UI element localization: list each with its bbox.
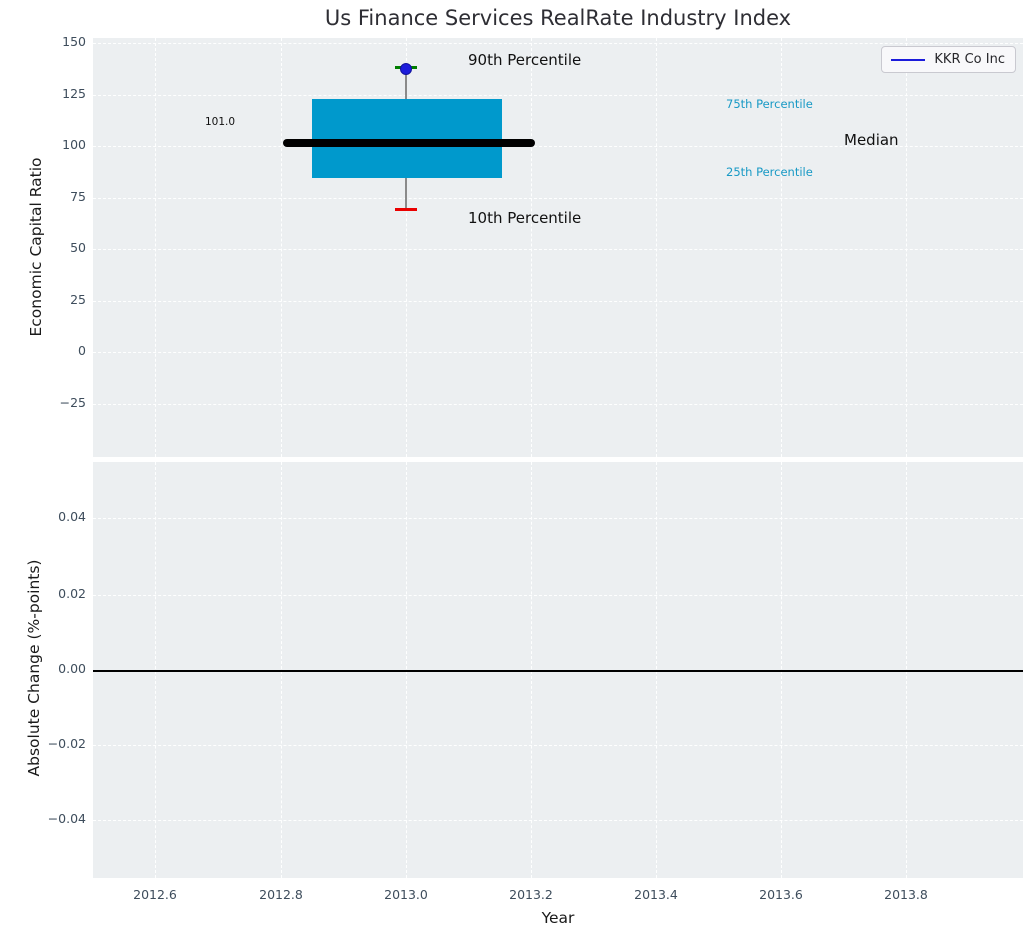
bottom-plot-area xyxy=(93,462,1023,878)
gridline-vertical xyxy=(281,38,282,457)
gridline-horizontal xyxy=(93,146,1023,147)
ytick-0: 0 xyxy=(78,343,86,358)
median-line xyxy=(283,139,535,147)
ytick-25: 25 xyxy=(70,292,86,307)
zero-reference-line xyxy=(93,670,1023,672)
bottom-ylabel: Absolute Change (%-points) xyxy=(25,559,43,777)
gridline-horizontal xyxy=(93,301,1023,302)
xtick-2013.2: 2013.2 xyxy=(509,887,553,902)
gridline-vertical xyxy=(406,38,407,457)
gridline-horizontal xyxy=(93,518,1023,519)
ytick-0.04: 0.04 xyxy=(58,509,86,524)
xtick-2013.6: 2013.6 xyxy=(759,887,803,902)
gridline-horizontal xyxy=(93,95,1023,96)
xtick-2013.4: 2013.4 xyxy=(634,887,678,902)
ytick-neg0.02: −0.02 xyxy=(47,736,86,751)
legend-label: KKR Co Inc xyxy=(934,52,1005,67)
xtick-2013.8: 2013.8 xyxy=(884,887,928,902)
gridline-horizontal xyxy=(93,198,1023,199)
ytick-0.02: 0.02 xyxy=(58,586,86,601)
ytick-150: 150 xyxy=(62,34,86,49)
gridline-vertical xyxy=(656,38,657,457)
xtick-2013.0: 2013.0 xyxy=(384,887,428,902)
chart-title: Us Finance Services RealRate Industry In… xyxy=(324,6,792,30)
annotation-10th-percentile: 10th Percentile xyxy=(468,209,582,227)
xtick-2012.6: 2012.6 xyxy=(133,887,177,902)
ytick-50: 50 xyxy=(70,240,86,255)
gridline-horizontal xyxy=(93,404,1023,405)
gridline-horizontal xyxy=(93,820,1023,821)
top-ylabel: Economic Capital Ratio xyxy=(27,157,45,337)
ytick-125: 125 xyxy=(62,86,86,101)
gridline-horizontal xyxy=(93,595,1023,596)
kkr-marker-dot xyxy=(400,63,412,75)
legend: KKR Co Inc xyxy=(881,46,1016,73)
gridline-horizontal xyxy=(93,43,1023,44)
gridline-horizontal xyxy=(93,745,1023,746)
gridline-vertical xyxy=(531,38,532,457)
percentile-box xyxy=(312,99,502,178)
ytick-neg0.04: −0.04 xyxy=(47,811,86,826)
ytick-75: 75 xyxy=(70,189,86,204)
annotation-90th-percentile: 90th Percentile xyxy=(468,51,582,69)
xlabel: Year xyxy=(541,909,575,927)
ytick-neg25: −25 xyxy=(59,395,86,410)
gridline-horizontal xyxy=(93,249,1023,250)
gridline-vertical xyxy=(781,38,782,457)
top-plot-area: 90th Percentile 75th Percentile 101.0 Me… xyxy=(93,38,1023,457)
xtick-2012.8: 2012.8 xyxy=(259,887,303,902)
ytick-0.00: 0.00 xyxy=(58,661,86,676)
gridline-vertical xyxy=(155,38,156,457)
ytick-100: 100 xyxy=(62,137,86,152)
p10-cap xyxy=(395,208,417,211)
gridline-horizontal xyxy=(93,352,1023,353)
annotation-median: Median xyxy=(844,131,899,149)
annotation-75th-percentile: 75th Percentile xyxy=(726,97,813,111)
gridline-vertical xyxy=(906,38,907,457)
legend-line-icon xyxy=(891,58,926,61)
annotation-25th-percentile: 25th Percentile xyxy=(726,165,813,179)
annotation-median-value: 101.0 xyxy=(205,116,236,128)
